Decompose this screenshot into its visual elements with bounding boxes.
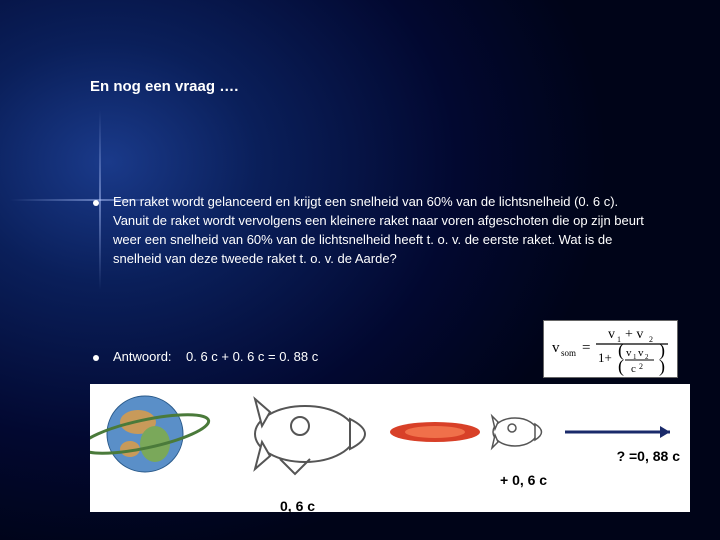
svg-text:v: v	[552, 340, 560, 356]
svg-text:2: 2	[639, 362, 643, 371]
slide-title: En nog een vraag ….	[90, 78, 238, 95]
svg-text:c: c	[631, 363, 636, 375]
svg-text:v: v	[638, 347, 644, 359]
label-result: ? =0, 88 c	[617, 448, 680, 464]
svg-text:): )	[659, 356, 665, 376]
bullet-dot-icon	[93, 200, 99, 206]
svg-text:+ v: + v	[625, 327, 643, 342]
formula-svg: v som = v 1 + v 2 1+ ( ( ) ) v 1 v 2 c 2	[546, 322, 676, 376]
answer-text: Antwoord: 0. 6 c + 0. 6 c = 0. 88 c	[113, 348, 318, 367]
label-plus-06: + 0, 6 c	[500, 472, 547, 488]
illustration-svg	[90, 384, 690, 512]
svg-text:v: v	[608, 327, 615, 342]
label-base-06: 0, 6 c	[280, 498, 315, 514]
answer-calc: 0. 6 c + 0. 6 c = 0. 88 c	[186, 349, 318, 364]
answer-label: Antwoord:	[113, 349, 172, 364]
svg-text:2: 2	[649, 335, 653, 344]
bullet-dot-icon	[93, 355, 99, 361]
formula-box: v som = v 1 + v 2 1+ ( ( ) ) v 1 v 2 c 2	[543, 320, 678, 378]
svg-text:(: (	[618, 356, 624, 376]
svg-text:v: v	[626, 347, 632, 359]
bullet-answer: Antwoord: 0. 6 c + 0. 6 c = 0. 88 c	[93, 348, 493, 367]
question-text: Een raket wordt gelanceerd en krijgt een…	[113, 193, 653, 268]
bullet-question: Een raket wordt gelanceerd en krijgt een…	[93, 193, 653, 268]
svg-text:som: som	[561, 348, 576, 358]
svg-text:=: =	[582, 340, 590, 356]
illustration-panel	[90, 384, 690, 512]
svg-text:1+: 1+	[598, 350, 612, 365]
